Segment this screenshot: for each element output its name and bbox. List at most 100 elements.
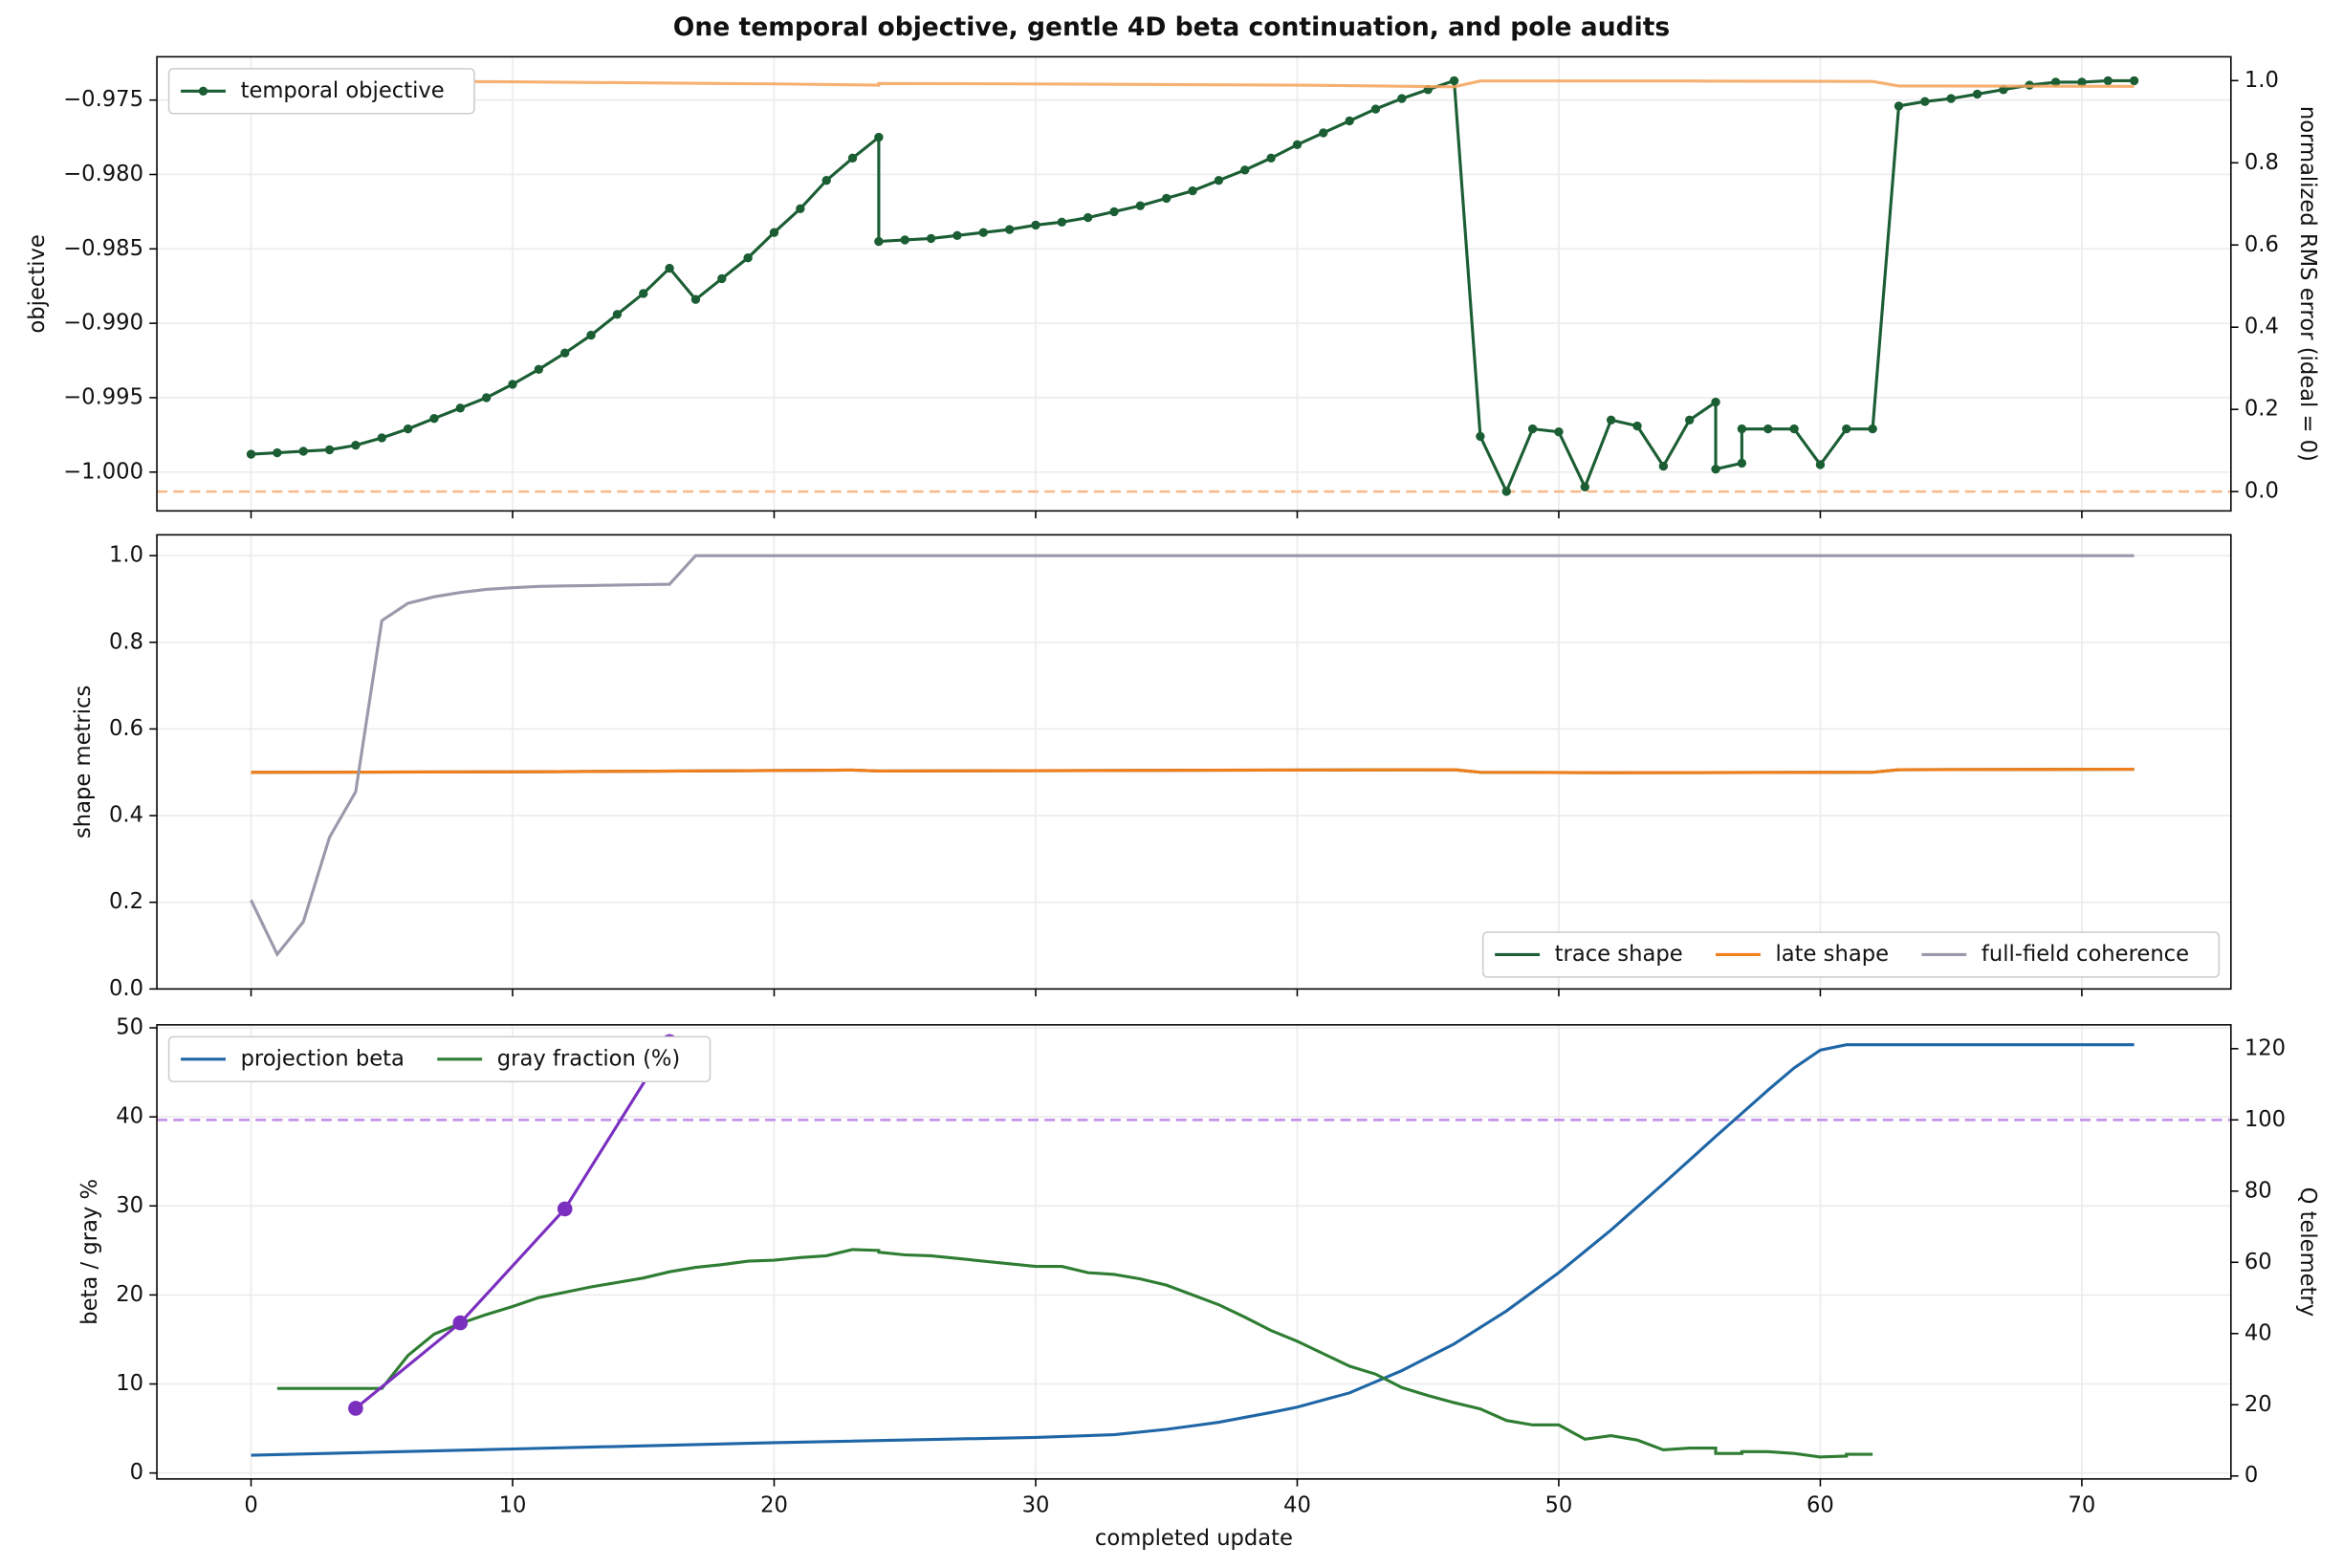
data-point [743, 252, 753, 263]
data-point [2129, 76, 2139, 86]
x-tick-label: 50 [1545, 1493, 1573, 1518]
data-point [926, 233, 936, 244]
y-tick-label: 30 [116, 1193, 143, 1218]
data-point [953, 230, 962, 240]
y-tick-label: −0.980 [63, 162, 143, 186]
data-point [665, 263, 674, 273]
data-point [1214, 176, 1224, 185]
data-point [639, 289, 648, 298]
data-point [847, 153, 858, 163]
data-point [1737, 458, 1747, 468]
y-tick-label: 20 [116, 1282, 143, 1307]
y-tick-label: 0.2 [109, 889, 143, 914]
x-tick-label: 0 [244, 1493, 257, 1518]
data-point [1763, 424, 1773, 434]
data-point [717, 273, 727, 284]
data-point [377, 433, 386, 443]
data-point [1789, 424, 1799, 434]
x-axis-label: completed update [1095, 1526, 1293, 1551]
data-point [1815, 460, 1826, 469]
data-point [1370, 104, 1381, 114]
series-line [251, 1043, 2135, 1457]
x-tick-label: 40 [1283, 1493, 1311, 1518]
y2-axis-label: Q telemetry [2295, 1187, 2320, 1318]
legend-label: full-field coherence [1982, 942, 2189, 967]
data-point [1580, 482, 1589, 492]
data-point [1057, 217, 1067, 227]
data-point [452, 1315, 469, 1331]
series-line [251, 78, 2135, 495]
y2-tick-label: 120 [2244, 1035, 2286, 1060]
legend-box [167, 68, 475, 115]
series-line [354, 1040, 671, 1410]
data-point [769, 228, 779, 237]
data-point [874, 236, 884, 247]
y-tick-label: 40 [116, 1104, 143, 1129]
data-point [481, 393, 492, 403]
data-point [429, 414, 439, 424]
data-point [1972, 89, 1982, 99]
data-point [1685, 415, 1695, 425]
series-line [276, 78, 2135, 89]
y-tick-label: 0 [130, 1460, 143, 1485]
data-point [900, 235, 909, 245]
series-line [276, 1248, 1873, 1459]
y2-tick-label: 80 [2244, 1178, 2272, 1203]
data-point [874, 132, 884, 142]
data-point [1894, 101, 1904, 111]
data-point [534, 364, 544, 375]
y-axis-label: beta / gray % [77, 1179, 102, 1325]
data-point [1162, 193, 1172, 204]
data-point [1188, 185, 1197, 196]
y2-tick-label: 0 [2244, 1463, 2258, 1488]
legend-label: trace shape [1555, 942, 1683, 967]
y-tick-label: 0.0 [109, 976, 143, 1001]
data-point [508, 380, 517, 389]
data-point [821, 176, 831, 185]
data-point [1004, 225, 1015, 234]
data-point [455, 403, 465, 413]
data-point [1501, 487, 1511, 496]
y-tick-label: 10 [116, 1371, 143, 1396]
data-point [1319, 128, 1328, 138]
data-point [1109, 207, 1119, 217]
y-tick-label: −0.995 [63, 384, 143, 409]
legend-label: projection beta [241, 1046, 405, 1071]
data-point [1135, 201, 1146, 210]
chart-title: One temporal objective, gentle 4D beta c… [673, 12, 1670, 42]
data-point [978, 228, 988, 237]
y-tick-label: −0.975 [63, 87, 143, 112]
legend-label: gray fraction (%) [497, 1046, 681, 1071]
data-point [1476, 431, 1485, 442]
y-tick-label: 50 [116, 1015, 143, 1040]
data-point [2077, 77, 2087, 87]
x-tick-label: 20 [760, 1493, 788, 1518]
y-tick-label: 0.4 [109, 803, 143, 828]
x-tick-label: 60 [1807, 1493, 1834, 1518]
data-point [1737, 424, 1747, 434]
x-tick-label: 70 [2069, 1493, 2096, 1518]
x-tick-label: 30 [1022, 1493, 1050, 1518]
y-tick-label: −1.000 [63, 459, 143, 484]
data-point [1240, 165, 1250, 175]
data-point [1658, 461, 1669, 471]
y-tick-label: 0.8 [109, 629, 143, 654]
y2-tick-label: 0.8 [2244, 150, 2279, 175]
y2-tick-label: 0.0 [2244, 479, 2279, 504]
data-point [1868, 424, 1877, 434]
data-point [1449, 76, 1459, 86]
data-point [586, 330, 596, 340]
legend-box [1481, 931, 2221, 978]
y-tick-label: 0.6 [109, 716, 143, 741]
data-point [1606, 415, 1616, 425]
data-point [796, 204, 805, 213]
data-point [1266, 153, 1276, 163]
data-point [403, 424, 413, 434]
data-point [1083, 212, 1093, 223]
data-point [1345, 116, 1354, 126]
data-point [1632, 421, 1642, 431]
plot-frame [156, 1024, 2232, 1480]
y2-tick-label: 20 [2244, 1392, 2272, 1417]
y2-tick-label: 40 [2244, 1320, 2272, 1345]
